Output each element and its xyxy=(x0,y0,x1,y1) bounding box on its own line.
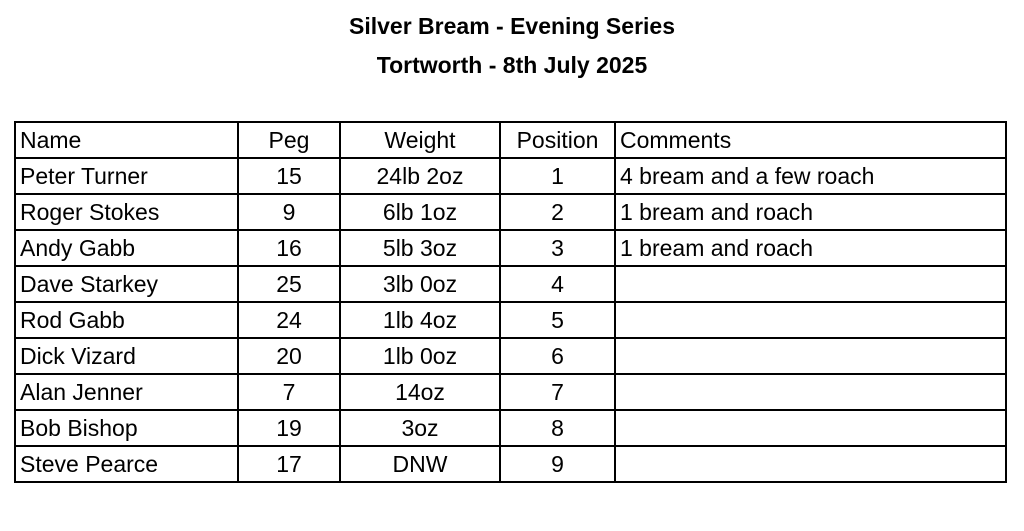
cell-peg: 24 xyxy=(237,301,341,339)
cell-name: Rod Gabb xyxy=(14,301,239,339)
cell-name: Dick Vizard xyxy=(14,337,239,375)
cell-comments xyxy=(614,265,1007,303)
cell-weight: 3lb 0oz xyxy=(339,265,501,303)
header-name: Name xyxy=(14,121,239,159)
header-comments: Comments xyxy=(614,121,1007,159)
table-row: Andy Gabb 16 5lb 3oz 3 1 bream and roach xyxy=(14,229,1007,267)
page-title: Silver Bream - Evening Series xyxy=(349,13,675,39)
cell-position: 3 xyxy=(499,229,616,267)
cell-weight: 5lb 3oz xyxy=(339,229,501,267)
cell-position: 7 xyxy=(499,373,616,411)
cell-weight: 24lb 2oz xyxy=(339,157,501,195)
cell-weight: 1lb 0oz xyxy=(339,337,501,375)
table-row: Dick Vizard 20 1lb 0oz 6 xyxy=(14,337,1007,375)
cell-peg: 9 xyxy=(237,193,341,231)
cell-comments xyxy=(614,301,1007,339)
cell-peg: 19 xyxy=(237,409,341,447)
cell-weight: 6lb 1oz xyxy=(339,193,501,231)
cell-name: Andy Gabb xyxy=(14,229,239,267)
header-weight: Weight xyxy=(339,121,501,159)
cell-position: 5 xyxy=(499,301,616,339)
cell-name: Dave Starkey xyxy=(14,265,239,303)
cell-peg: 20 xyxy=(237,337,341,375)
cell-name: Bob Bishop xyxy=(14,409,239,447)
cell-name: Alan Jenner xyxy=(14,373,239,411)
cell-comments xyxy=(614,337,1007,375)
page-subtitle: Tortworth - 8th July 2025 xyxy=(376,52,648,78)
table-row: Roger Stokes 9 6lb 1oz 2 1 bream and roach xyxy=(14,193,1007,231)
cell-weight: 3oz xyxy=(339,409,501,447)
cell-position: 1 xyxy=(499,157,616,195)
table-row: Bob Bishop 19 3oz 8 xyxy=(14,409,1007,447)
cell-position: 6 xyxy=(499,337,616,375)
cell-comments: 1 bream and roach xyxy=(614,193,1007,231)
table-row: Alan Jenner 7 14oz 7 xyxy=(14,373,1007,411)
header-peg: Peg xyxy=(237,121,341,159)
cell-position: 8 xyxy=(499,409,616,447)
cell-comments xyxy=(614,373,1007,411)
cell-name: Roger Stokes xyxy=(14,193,239,231)
cell-weight: 14oz xyxy=(339,373,501,411)
cell-comments xyxy=(614,409,1007,447)
cell-comments: 4 bream and a few roach xyxy=(614,157,1007,195)
table-row: Rod Gabb 24 1lb 4oz 5 xyxy=(14,301,1007,339)
cell-position: 9 xyxy=(499,445,616,483)
cell-comments: 1 bream and roach xyxy=(614,229,1007,267)
cell-peg: 7 xyxy=(237,373,341,411)
cell-peg: 25 xyxy=(237,265,341,303)
cell-comments xyxy=(614,445,1007,483)
cell-peg: 16 xyxy=(237,229,341,267)
table-row: Dave Starkey 25 3lb 0oz 4 xyxy=(14,265,1007,303)
cell-position: 2 xyxy=(499,193,616,231)
table-header-row: Name Peg Weight Position Comments xyxy=(14,121,1007,159)
table-row: Steve Pearce 17 DNW 9 xyxy=(14,445,1007,483)
table-row: Peter Turner 15 24lb 2oz 1 4 bream and a few… xyxy=(14,157,1007,195)
cell-name: Steve Pearce xyxy=(14,445,239,483)
cell-weight: DNW xyxy=(339,445,501,483)
results-table: Name Peg Weight Position Comments Peter … xyxy=(14,121,1007,483)
header-position: Position xyxy=(499,121,616,159)
cell-peg: 17 xyxy=(237,445,341,483)
cell-weight: 1lb 4oz xyxy=(339,301,501,339)
cell-name: Peter Turner xyxy=(14,157,239,195)
cell-peg: 15 xyxy=(237,157,341,195)
cell-position: 4 xyxy=(499,265,616,303)
